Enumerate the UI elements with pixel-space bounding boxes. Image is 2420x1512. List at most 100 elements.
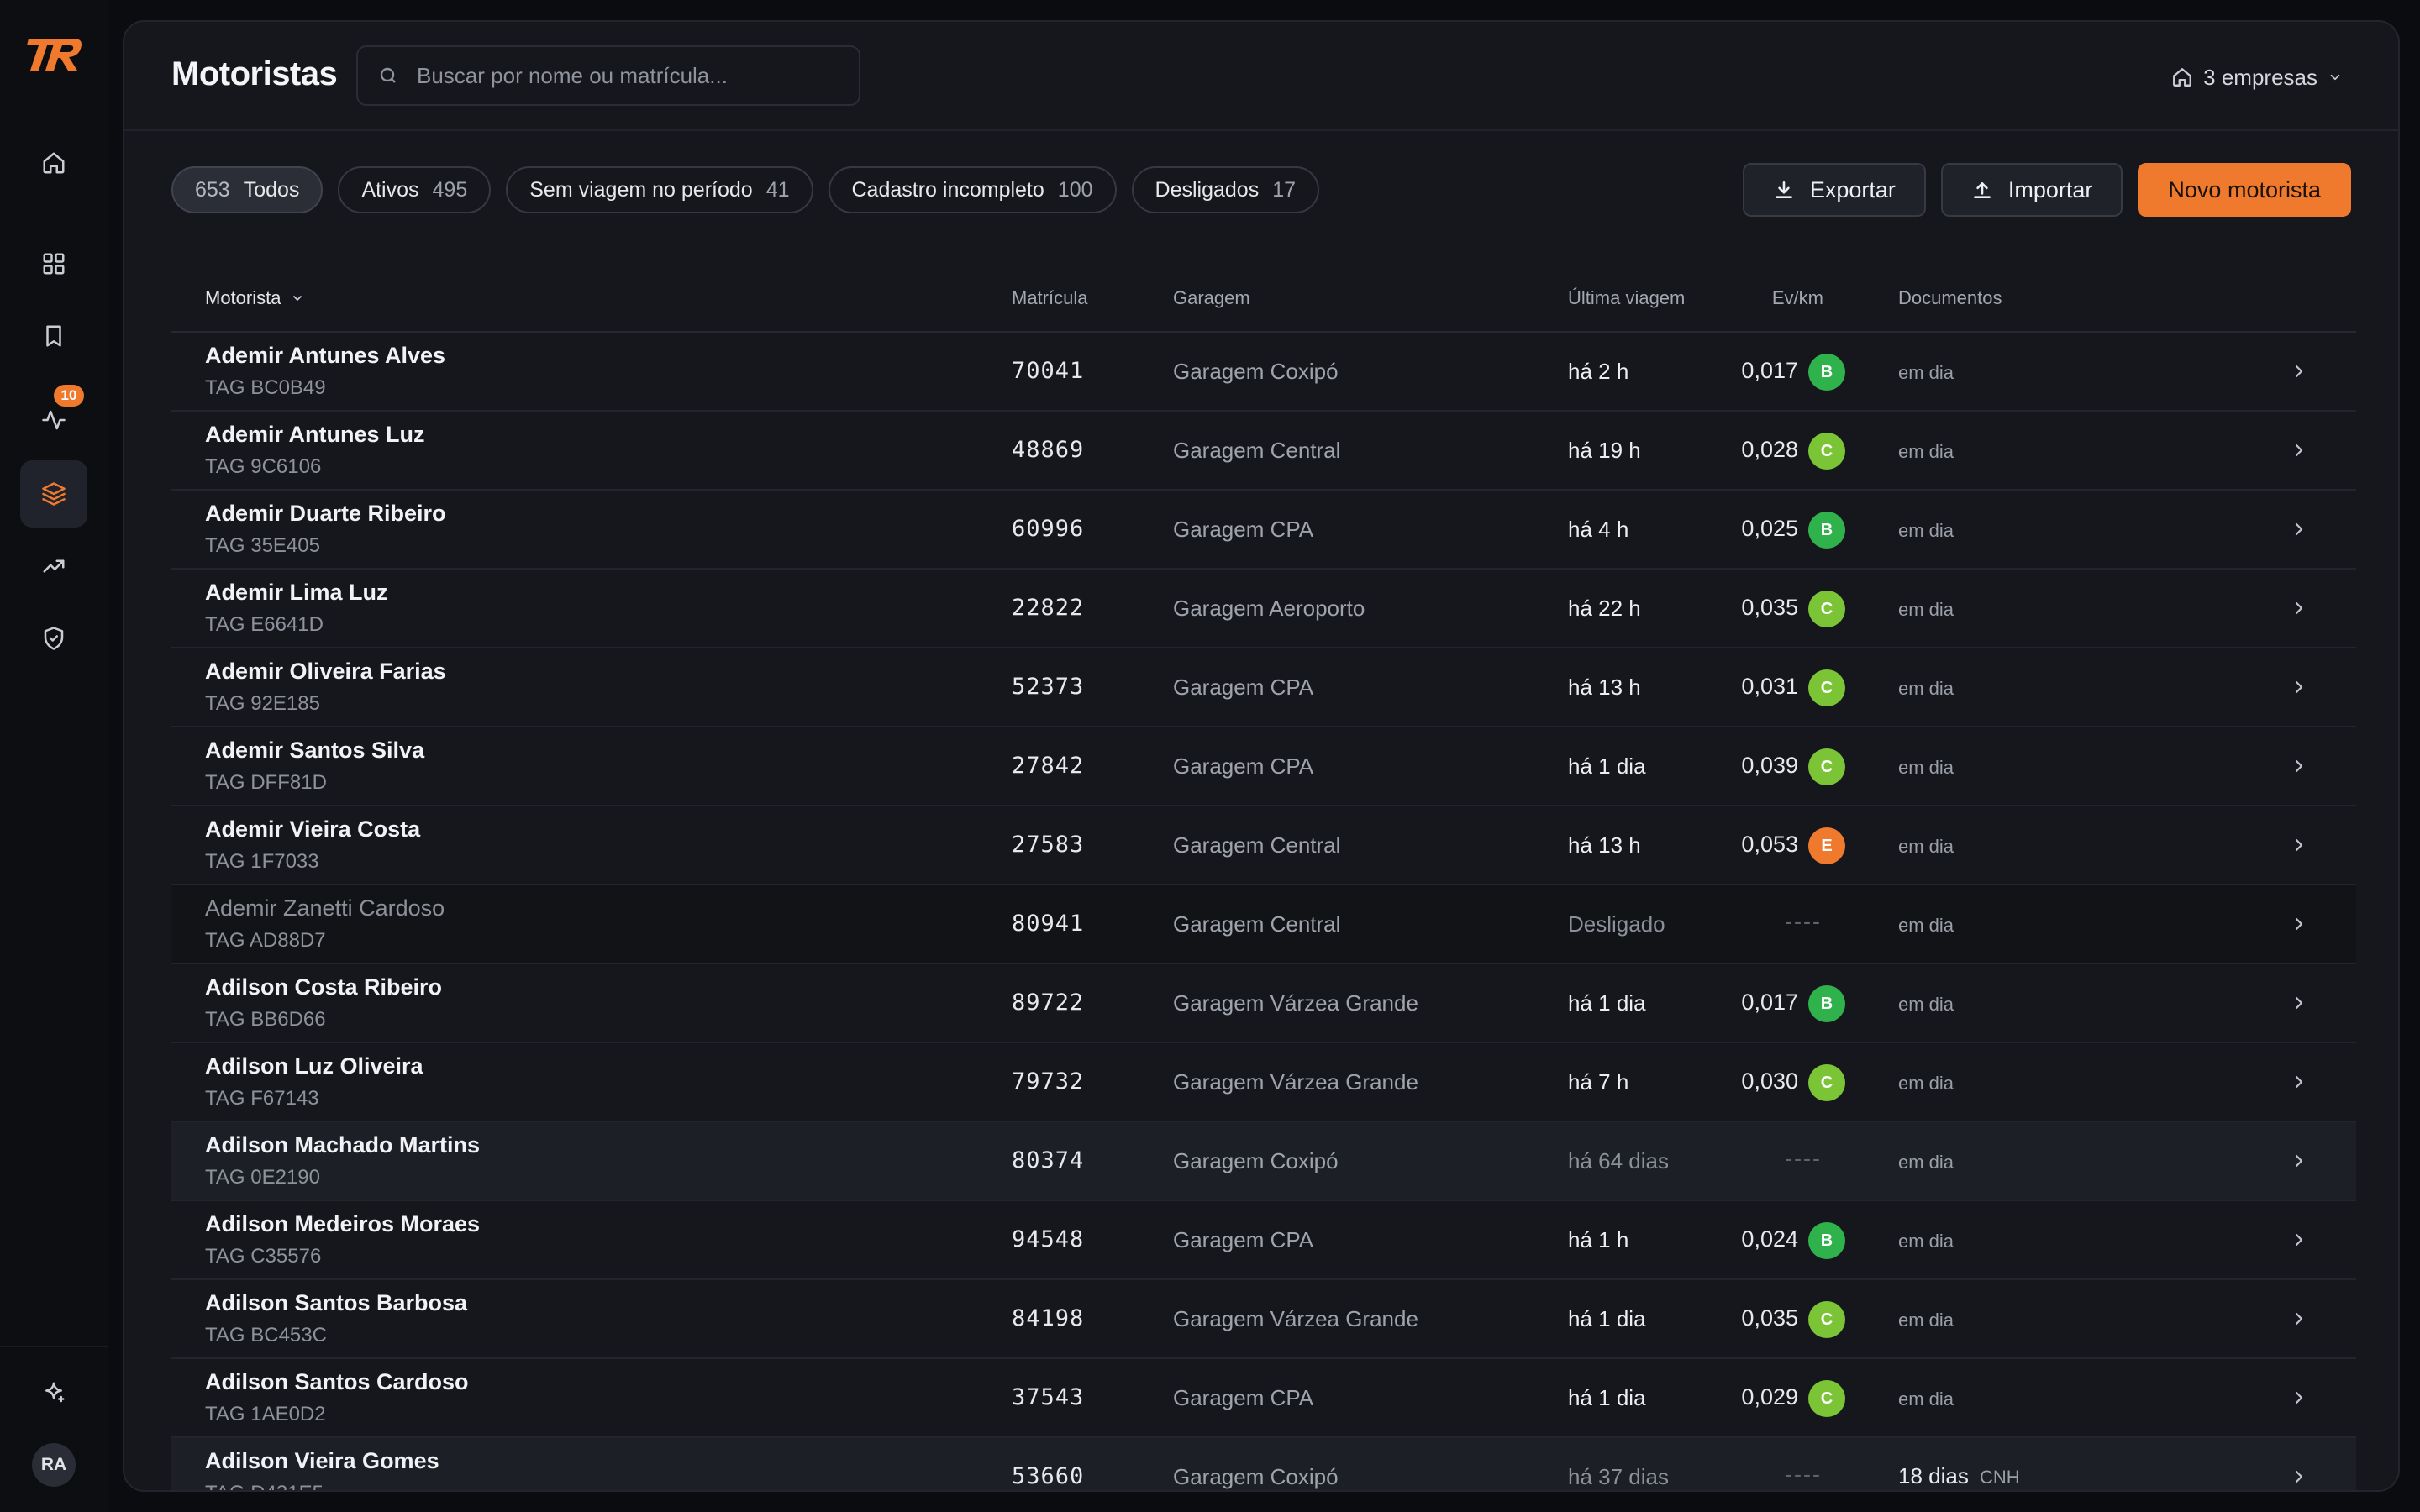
chevron-right-icon[interactable] <box>2289 1467 2309 1487</box>
layers-icon <box>42 482 66 506</box>
driver-name: Ademir Antunes Luz <box>205 422 425 447</box>
grade-badge: B <box>1808 354 1845 391</box>
table-row[interactable]: Adilson Santos Barbosa TAG BC453C 84198 Gar… <box>171 1280 2356 1359</box>
registration: 94548 <box>1012 1226 1085 1252</box>
building-icon <box>2173 68 2192 87</box>
driver-name: Adilson Machado Martins <box>205 1132 481 1158</box>
nav-ai[interactable] <box>20 1359 87 1426</box>
registration: 89722 <box>1012 990 1085 1016</box>
grade-badge: C <box>1808 748 1845 785</box>
table-row[interactable]: Ademir Zanetti Cardoso TAG AD88D7 80941 Gar… <box>171 885 2356 964</box>
filter-active[interactable]: Ativos 495 <box>338 166 492 213</box>
table-row[interactable]: Adilson Vieira Gomes TAG D431E5 53660 Garag… <box>171 1438 2356 1490</box>
chevron-right-icon[interactable] <box>2289 361 2309 381</box>
garage: Garagem Central <box>1173 438 1341 463</box>
grade-badge: B <box>1808 985 1845 1022</box>
document-expiry: 18 dias <box>1898 1463 1969 1488</box>
chevron-right-icon[interactable] <box>2289 756 2309 776</box>
garage: Garagem CPA <box>1173 675 1314 700</box>
last-trip: há 1 dia <box>1568 753 1646 779</box>
upload-icon <box>1973 182 1991 198</box>
home-icon <box>43 152 65 174</box>
avatar[interactable]: RA <box>32 1443 76 1487</box>
chevron-right-icon[interactable] <box>2289 677 2309 697</box>
chevron-right-icon[interactable] <box>2289 519 2309 539</box>
chevron-right-icon[interactable] <box>2289 440 2309 460</box>
column-registration[interactable]: Matrícula <box>1012 287 1088 308</box>
garage: Garagem Várzea Grande <box>1173 1306 1418 1331</box>
chevron-right-icon[interactable] <box>2289 598 2309 618</box>
driver-name: Adilson Vieira Gomes <box>205 1448 439 1473</box>
registration: 52373 <box>1012 674 1085 700</box>
column-documents[interactable]: Documentos <box>1898 287 2002 308</box>
table-row[interactable]: Adilson Santos Cardoso TAG 1AE0D2 37543 Gar… <box>171 1359 2356 1438</box>
column-last-trip[interactable]: Última viagem <box>1568 287 1686 308</box>
table-row[interactable]: Ademir Vieira Costa TAG 1F7033 27583 Garage… <box>171 806 2356 885</box>
column-driver-sort[interactable]: Motorista <box>205 287 304 309</box>
chevron-right-icon[interactable] <box>2289 914 2309 934</box>
chevron-right-icon[interactable] <box>2289 1309 2309 1329</box>
search-box[interactable] <box>356 45 860 106</box>
driver-tag: TAG 92E185 <box>205 692 320 715</box>
company-selector[interactable]: 3 empresas <box>2171 60 2343 94</box>
filter-label: Desligados <box>1155 177 1260 202</box>
last-trip: há 1 dia <box>1568 990 1646 1016</box>
table-row[interactable]: Adilson Machado Martins TAG 0E2190 80374 Ga… <box>171 1122 2356 1201</box>
table-row[interactable]: Ademir Santos Silva TAG DFF81D 27842 Garage… <box>171 727 2356 806</box>
filter-no-trip[interactable]: Sem viagem no período 41 <box>506 166 813 213</box>
driver-tag: TAG AD88D7 <box>205 929 326 952</box>
new-driver-button[interactable]: Novo motorista <box>2138 163 2351 217</box>
last-trip: há 37 dias <box>1568 1464 1669 1489</box>
column-ev-km[interactable]: Ev/km <box>1771 287 1823 308</box>
chevron-right-icon[interactable] <box>2289 1151 2309 1171</box>
table-row[interactable]: Ademir Antunes Alves TAG BC0B49 70041 Garag… <box>171 333 2356 412</box>
chevron-right-icon[interactable] <box>2289 835 2309 855</box>
filter-count: 17 <box>1272 177 1297 202</box>
document-status: em dia <box>1898 994 1954 1015</box>
chevron-right-icon[interactable] <box>2289 993 2309 1013</box>
driver-name: Adilson Santos Barbosa <box>205 1290 468 1315</box>
nav-security[interactable] <box>20 605 87 672</box>
nav-drivers[interactable] <box>20 460 87 528</box>
table-row[interactable]: Adilson Medeiros Moraes TAG C35576 94548 Ga… <box>171 1201 2356 1280</box>
table-row[interactable]: Ademir Duarte Ribeiro TAG 35E405 60996 Gara… <box>171 491 2356 570</box>
search-input[interactable] <box>417 62 837 89</box>
new-driver-button-label: Novo motorista <box>2168 176 2321 202</box>
ev-km-value: 0,028 <box>1741 437 1798 462</box>
column-garage[interactable]: Garagem <box>1173 287 1250 308</box>
chevron-right-icon[interactable] <box>2289 1230 2309 1250</box>
table-row[interactable]: Ademir Antunes Luz TAG 9C6106 48869 Garagem… <box>171 412 2356 491</box>
ev-km-value: 0,017 <box>1741 358 1798 383</box>
document-status: em dia <box>1898 1073 1954 1094</box>
garage: Garagem CPA <box>1173 753 1314 779</box>
nav-bookmarks[interactable] <box>20 302 87 370</box>
main-panel: Motoristas 3 empresas 653 Todos Ativos 4… <box>123 20 2400 1492</box>
chevron-right-icon[interactable] <box>2289 1388 2309 1408</box>
garage: Garagem Várzea Grande <box>1173 990 1418 1016</box>
table-row[interactable]: Ademir Oliveira Farias TAG 92E185 52373 Gar… <box>171 648 2356 727</box>
driver-name: Ademir Vieira Costa <box>205 816 421 842</box>
table-row[interactable]: Adilson Luz Oliveira TAG F67143 79732 Garag… <box>171 1043 2356 1122</box>
driver-tag: TAG BB6D66 <box>205 1008 326 1031</box>
import-button[interactable]: Importar <box>1940 163 2123 217</box>
registration: 27583 <box>1012 832 1085 858</box>
chevron-right-icon[interactable] <box>2289 1072 2309 1092</box>
filter-all[interactable]: 653 Todos <box>171 166 324 213</box>
last-trip: há 1 h <box>1568 1227 1629 1252</box>
nav-trends[interactable] <box>20 533 87 600</box>
table-row[interactable]: Ademir Lima Luz TAG E6641D 22822 Garagem Ae… <box>171 570 2356 648</box>
grade-badge: C <box>1808 669 1845 706</box>
logo-icon[interactable] <box>25 34 84 74</box>
nav-home[interactable] <box>20 129 87 197</box>
filter-incomplete[interactable]: Cadastro incompleto 100 <box>828 166 1117 213</box>
driver-tag: TAG C35576 <box>205 1245 322 1268</box>
filter-dismissed[interactable]: Desligados 17 <box>1131 166 1320 213</box>
nav-activity[interactable]: 10 <box>20 385 87 454</box>
driver-tag: TAG DFF81D <box>205 771 327 794</box>
export-button[interactable]: Exportar <box>1742 163 1926 217</box>
document-status: em dia <box>1898 757 1954 778</box>
driver-name: Adilson Costa Ribeiro <box>205 974 443 1000</box>
shield-check-icon <box>44 627 64 650</box>
table-row[interactable]: Adilson Costa Ribeiro TAG BB6D66 89722 Gara… <box>171 964 2356 1043</box>
nav-dashboard[interactable] <box>20 230 87 297</box>
